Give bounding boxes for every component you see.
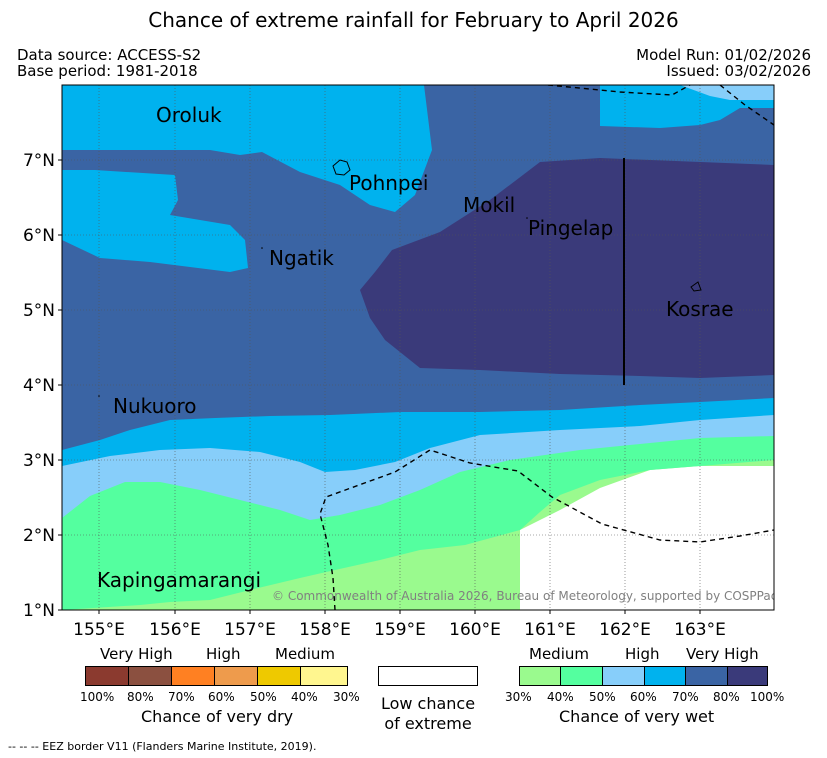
kosrae-outline: [690, 281, 702, 292]
place-kosrae: Kosrae: [666, 297, 734, 321]
wet-tick: 100%: [750, 690, 785, 704]
x-tick-label: 160°E: [449, 620, 501, 640]
low-chance-swatch: [378, 666, 478, 686]
y-tick-label: 7°N: [23, 151, 55, 171]
footnote-eez: -- -- -- EEZ border V11 (Flanders Marine…: [8, 740, 317, 753]
dry-swatch: [300, 666, 348, 686]
y-tick-labels: 1°N 2°N 3°N 4°N 5°N 6°N 7°N: [23, 151, 55, 621]
zone-pocket-60-70: [62, 170, 248, 272]
dry-tick: 70%: [168, 690, 195, 704]
dry-swatch: [128, 666, 172, 686]
dry-tick: 40%: [291, 690, 318, 704]
low-chance-line1: Low chance: [380, 694, 476, 713]
wet-swatch: [685, 666, 728, 686]
wet-tick: 70%: [672, 690, 699, 704]
wet-swatch: [727, 666, 768, 686]
place-pingelap: Pingelap: [528, 216, 613, 240]
y-tick-label: 5°N: [23, 301, 55, 321]
wet-swatch: [519, 666, 561, 686]
wet-category-medium: Medium: [529, 645, 589, 663]
dry-category-high: High: [206, 645, 241, 663]
x-tick-label: 156°E: [149, 620, 201, 640]
x-tick-label: 155°E: [73, 620, 125, 640]
y-tick-label: 3°N: [23, 451, 55, 471]
pohnpei-outline: [332, 159, 351, 176]
x-tick-label: 158°E: [299, 620, 351, 640]
wet-tick: 40%: [547, 690, 574, 704]
dry-tick: 80%: [127, 690, 154, 704]
dry-tick: 30%: [333, 690, 360, 704]
x-tick-label: 161°E: [524, 620, 576, 640]
wet-tick: 80%: [713, 690, 740, 704]
zone-low-chance: [520, 466, 774, 610]
place-nukuoro: Nukuoro: [113, 394, 197, 418]
map-title: Chance of extreme rainfall for February …: [148, 8, 679, 32]
x-tick-label: 159°E: [374, 620, 426, 640]
dry-category-medium: Medium: [275, 645, 335, 663]
place-oroluk: Oroluk: [156, 103, 222, 127]
dry-swatch: [214, 666, 258, 686]
dry-category-very-high: Very High: [100, 645, 173, 663]
wet-swatch: [644, 666, 686, 686]
zone-wet-80-100: [360, 158, 774, 378]
wet-swatch: [602, 666, 645, 686]
wet-category-high: High: [625, 645, 660, 663]
y-tick-label: 4°N: [23, 376, 55, 396]
dry-swatch: [257, 666, 301, 686]
x-tick-label: 163°E: [674, 620, 726, 640]
y-tick-label: 1°N: [23, 601, 55, 621]
dry-swatch: [85, 666, 129, 686]
map-frame: [61, 84, 775, 611]
ngatik-marker: [261, 247, 263, 249]
x-tick-label: 162°E: [599, 620, 651, 640]
wet-tick: 50%: [589, 690, 616, 704]
zone-ne-50-60: [680, 85, 774, 100]
nukuoro-marker: [98, 395, 100, 397]
copyright-text: © Commonwealth of Australia 2026, Bureau…: [272, 589, 777, 603]
dry-tick: 100%: [80, 690, 115, 704]
axis-ticks: [58, 159, 701, 614]
pingelap-marker: [526, 217, 528, 219]
data-source: Data source: ACCESS-S2: [17, 46, 202, 64]
y-tick-label: 2°N: [23, 526, 55, 546]
low-chance-line2: of extreme: [384, 714, 472, 733]
model-run: Model Run: 01/02/2026: [636, 46, 811, 64]
wet-category-very-high: Very High: [686, 645, 759, 663]
wet-swatch: [560, 666, 603, 686]
place-pohnpei: Pohnpei: [349, 171, 429, 195]
wet-caption: Chance of very wet: [559, 707, 715, 726]
y-tick-label: 6°N: [23, 226, 55, 246]
wet-tick: 60%: [630, 690, 657, 704]
dry-tick: 50%: [250, 690, 277, 704]
place-kapingamarangi: Kapingamarangi: [97, 568, 261, 592]
dry-tick: 60%: [208, 690, 235, 704]
issued-date: Issued: 03/02/2026: [666, 62, 811, 80]
dry-caption: Chance of very dry: [141, 707, 294, 726]
x-tick-labels: 155°E 156°E 157°E 158°E 159°E 160°E 161°…: [73, 620, 726, 640]
eez-border: [319, 85, 774, 610]
place-ngatik: Ngatik: [269, 246, 334, 270]
base-period: Base period: 1981-2018: [17, 62, 198, 80]
wet-tick: 30%: [505, 690, 532, 704]
dry-swatch: [171, 666, 215, 686]
x-tick-label: 157°E: [224, 620, 276, 640]
map-fill: Oroluk Pohnpei Mokil Pingelap Ngatik Kos…: [62, 85, 777, 610]
place-mokil: Mokil: [463, 193, 515, 217]
